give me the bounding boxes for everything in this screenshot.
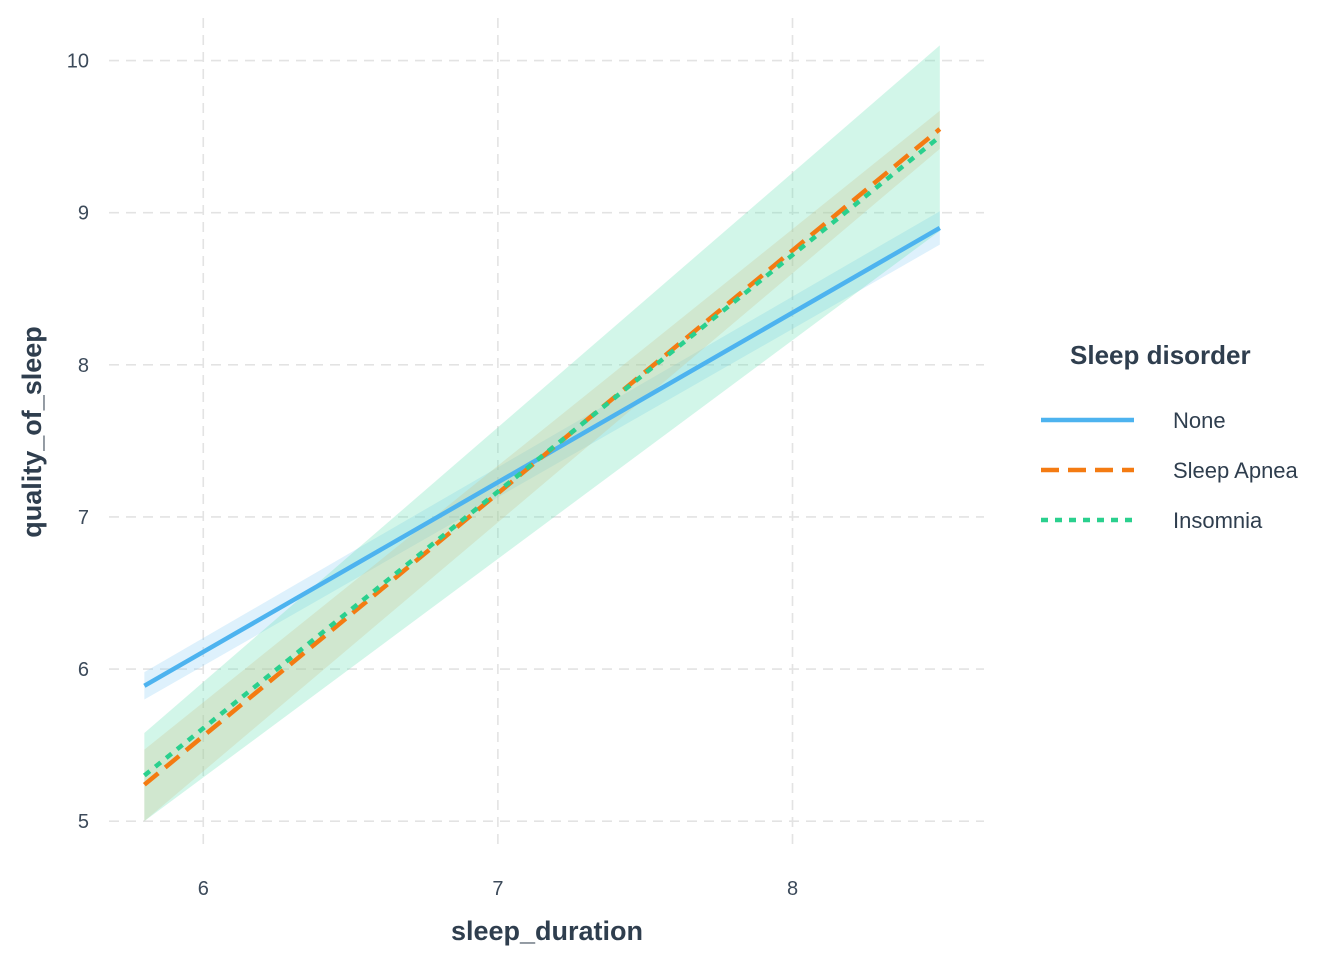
- legend-label-insomnia: Insomnia: [1173, 508, 1263, 533]
- x-tick-label-6: 6: [198, 878, 209, 900]
- x-tick-label-7: 7: [492, 878, 503, 900]
- grid-layer: [109, 18, 984, 844]
- x-tick-labels: 6 7 8: [198, 878, 798, 900]
- ci-band-insomnia: [144, 45, 940, 822]
- confidence-bands: [144, 45, 940, 822]
- y-tick-label-9: 9: [78, 203, 89, 225]
- legend-label-none: None: [1173, 408, 1226, 433]
- legend-label-sleep-apnea: Sleep Apnea: [1173, 458, 1299, 483]
- y-tick-label-6: 6: [78, 659, 89, 681]
- y-tick-labels: 5 6 7 8 9 10: [67, 51, 89, 834]
- y-tick-label-10: 10: [67, 51, 89, 73]
- x-axis-title: sleep_duration: [451, 916, 643, 946]
- x-tick-label-8: 8: [787, 878, 798, 900]
- y-tick-label-5: 5: [78, 811, 89, 833]
- legend-title: Sleep disorder: [1070, 340, 1251, 370]
- y-tick-label-7: 7: [78, 507, 89, 529]
- legend: Sleep disorder None Sleep Apnea Insomnia: [1041, 340, 1299, 533]
- y-axis-title: quality_of_sleep: [17, 326, 47, 538]
- ci-band-sleep-apnea: [144, 110, 940, 822]
- series-line-insomnia: [142, 134, 942, 778]
- y-tick-label-8: 8: [78, 355, 89, 377]
- series-lines: [142, 127, 942, 787]
